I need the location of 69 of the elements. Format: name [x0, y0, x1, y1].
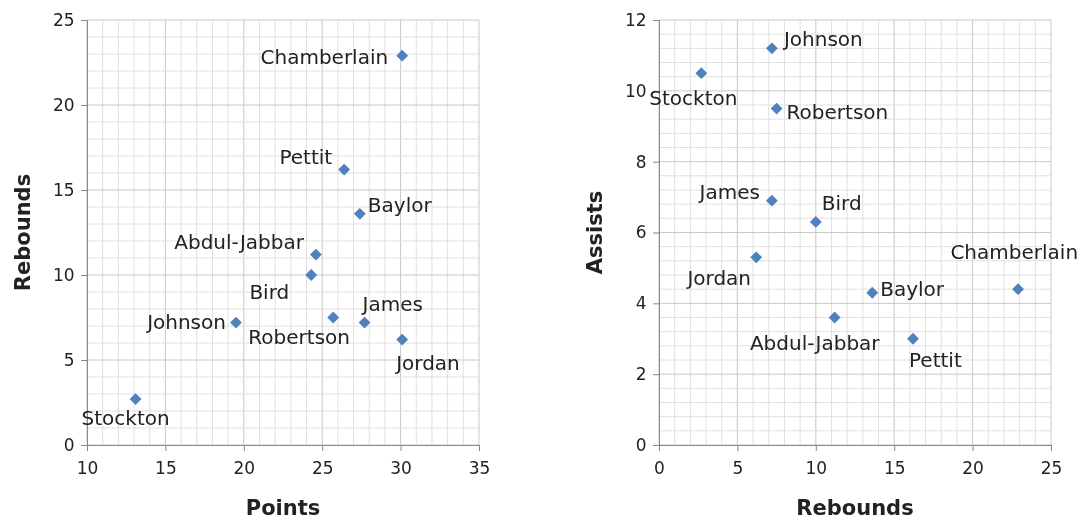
point — [765, 194, 778, 207]
point — [1012, 283, 1024, 296]
point — [765, 42, 778, 55]
annotation: Stockton — [81, 406, 170, 431]
annotation: Abdul-Jabbar — [749, 330, 881, 355]
point — [305, 269, 318, 281]
y-tick-label: 0 — [63, 434, 75, 455]
annotation: James — [360, 291, 423, 316]
y-tick-label: 0 — [635, 434, 647, 455]
y-tick-label: 15 — [52, 179, 75, 200]
y-tick-label: 2 — [635, 364, 647, 385]
x-axis-title: Points — [245, 496, 321, 520]
x-tick-label: 10 — [805, 458, 828, 479]
y-tick-label: 10 — [624, 80, 647, 101]
annotation: Stockton — [649, 86, 738, 111]
point — [230, 316, 242, 329]
annotation: Robertson — [248, 324, 350, 349]
annotation: Bird — [249, 280, 290, 304]
point — [338, 163, 351, 176]
point — [809, 215, 822, 228]
x-tick-label: 20 — [962, 458, 984, 479]
x-axis-title: Rebounds — [796, 496, 914, 520]
x-tick-label: 15 — [155, 458, 177, 479]
x-tick-label: 25 — [1040, 458, 1063, 479]
point — [396, 333, 409, 346]
x-tick-label: 0 — [654, 458, 665, 479]
y-axis-title: Assists — [583, 190, 607, 275]
x-tick-label: 25 — [311, 458, 334, 479]
x-tick-label: 20 — [233, 458, 256, 479]
point — [695, 67, 708, 80]
x-tick-label: 10 — [76, 458, 99, 479]
x-tick-label: 30 — [390, 458, 412, 479]
annotation: Chamberlain — [260, 44, 389, 69]
x-tick-label: 5 — [732, 458, 744, 479]
annotation: Johnson — [145, 309, 226, 334]
annotation: Baylor — [880, 276, 945, 301]
point — [310, 248, 322, 261]
point — [828, 311, 841, 324]
annotation: Baylor — [367, 192, 433, 217]
y-tick-label: 5 — [63, 349, 75, 370]
annotation: Robertson — [786, 99, 889, 124]
x-tick-label: 35 — [468, 458, 491, 479]
x-tick-label: 15 — [883, 458, 906, 479]
point — [327, 311, 340, 324]
y-tick-label: 20 — [52, 94, 75, 115]
point — [770, 102, 783, 115]
y-tick-label: 6 — [635, 222, 647, 243]
y-tick-label: 25 — [52, 9, 75, 30]
point — [358, 316, 371, 329]
y-axis-title: Rebounds — [11, 173, 35, 292]
annotation: James — [697, 179, 760, 204]
point — [353, 207, 366, 220]
y-tick-label: 4 — [635, 293, 647, 314]
point — [750, 251, 763, 264]
y-tick-label: 8 — [635, 151, 647, 172]
annotation: Jordan — [685, 266, 752, 291]
annotation: Jordan — [394, 350, 460, 375]
point — [866, 286, 879, 299]
point — [396, 49, 409, 62]
point — [129, 393, 142, 406]
annotation: Pettit — [909, 347, 962, 372]
point — [907, 332, 919, 345]
y-tick-label: 10 — [52, 264, 75, 285]
y-tick-label: 12 — [624, 9, 647, 30]
annotation: Johnson — [781, 27, 863, 52]
annotation: Abdul-Jabbar — [174, 229, 305, 254]
annotation: Bird — [821, 190, 862, 215]
annotation: Pettit — [279, 144, 333, 169]
annotation: Chamberlain — [950, 240, 1079, 265]
